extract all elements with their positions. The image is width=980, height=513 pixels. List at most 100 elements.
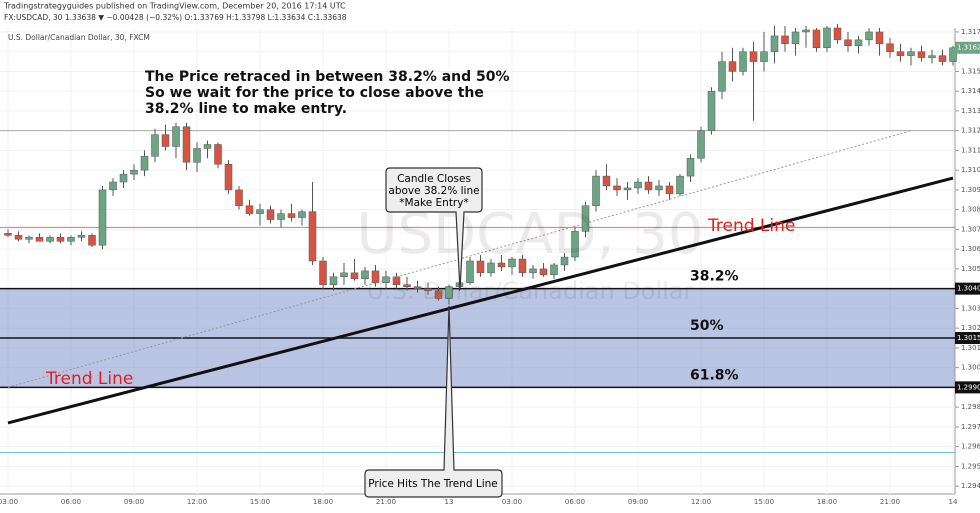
trend-line-label: Trend Line [45,369,133,389]
overlays [0,130,955,454]
candle-body [403,284,411,287]
x-tick-label: 14 [949,498,958,506]
candle-body [445,286,453,299]
candle-body [676,175,684,195]
candle-body [581,205,590,232]
y-tick-label: 1.3000 [961,364,980,372]
candle-body [907,51,915,56]
candle-body [88,235,96,246]
candle-body [340,272,348,278]
callout-text: Price Hits The Trend Line [368,478,498,490]
x-tick-label: 15:00 [754,498,774,506]
x-tick-label: 18:00 [817,498,837,506]
callout-text: Candle Closes [397,173,471,185]
candle-body [329,276,338,285]
candle-body [875,31,884,45]
fib-price-label: 1.3015 [957,334,980,342]
candle-body [109,181,117,191]
candle-body [623,187,632,191]
x-tick-label: 03:00 [0,498,18,506]
candle-body [781,35,789,45]
watermark: U.S. Dollar/Canadian Dollar [367,277,694,305]
candle-body [518,258,527,274]
candle-body [203,144,212,149]
y-tick-label: 1.3010 [961,344,980,352]
x-tick-label: 03:00 [502,498,522,506]
candle-body [602,175,611,187]
candle-body [592,175,600,206]
trend-line [7,176,954,425]
candle-body [529,268,537,274]
x-tick-label: 09:00 [124,498,144,506]
y-tick-label: 1.2980 [961,403,980,411]
candles [4,24,957,305]
candle-body [319,260,327,285]
x-tick-label: 12:00 [187,498,207,506]
y-tick-label: 1.2940 [961,482,980,490]
candle-body [770,35,779,52]
candle-body [707,90,716,131]
note-line: The Price retraced in between 38.2% and … [145,69,510,85]
x-tick-label: 15:00 [250,498,270,506]
fib-price-label: 1.3040 [957,285,980,293]
candle-body [350,272,359,280]
candle-body [256,209,264,214]
y-tick-label: 1.2960 [961,443,980,451]
candle-body [46,237,54,242]
candle-body [560,256,569,266]
callout-text: above 38.2% line [388,185,479,197]
candle-body [539,268,548,276]
candle-body [634,181,642,189]
candle-body [413,286,422,289]
candle-body [161,134,170,147]
candle-body [224,163,233,191]
candle-body [896,51,905,56]
candle-body [791,31,800,45]
candle-body [760,51,768,62]
candle-body [728,61,737,72]
x-tick-label: 21:00 [880,498,900,506]
callout: Candle Closes above 38.2% line *Make Ent… [385,167,483,291]
fib-price-box [955,282,980,295]
candle-body [266,209,275,220]
candle-body [812,29,821,48]
candle-body [739,51,747,72]
y-tick-label: 1.3030 [961,304,980,312]
candle-body [487,262,495,274]
candle-body [823,27,831,48]
header-line: Tradingstrategyguides published on Tradi… [3,2,346,11]
candle-body [235,189,243,206]
candle-body [434,290,443,299]
fib-price-box [955,381,980,394]
candle-body [854,39,863,47]
y-tick-label: 1.3100 [961,166,980,174]
candle-body [686,158,695,177]
candle-body [77,235,86,238]
candle-body [718,61,726,92]
candle-body [119,173,128,183]
last-price-label: 1.3162 [957,44,980,52]
y-tick-label: 1.2950 [961,462,980,470]
y-tick-label: 1.3080 [961,206,980,214]
candle-body [98,189,107,246]
candle-body [308,211,317,262]
candle-body [151,134,159,157]
candle-body [928,55,936,58]
fib-price-label: 1.2990 [957,383,980,391]
y-tick-label: 1.3070 [961,225,980,233]
y-tick-label: 1.2970 [961,423,980,431]
x-tick-label: 06:00 [565,498,585,506]
candle-body [613,185,621,191]
x-tick-label: 21:00 [376,498,396,506]
callout-box [385,167,483,291]
candle-body [938,55,947,62]
candle-body [392,276,401,285]
candle-body [140,156,149,171]
candle-body [371,270,380,283]
last-price-box [955,41,980,54]
candle-body [665,185,674,195]
